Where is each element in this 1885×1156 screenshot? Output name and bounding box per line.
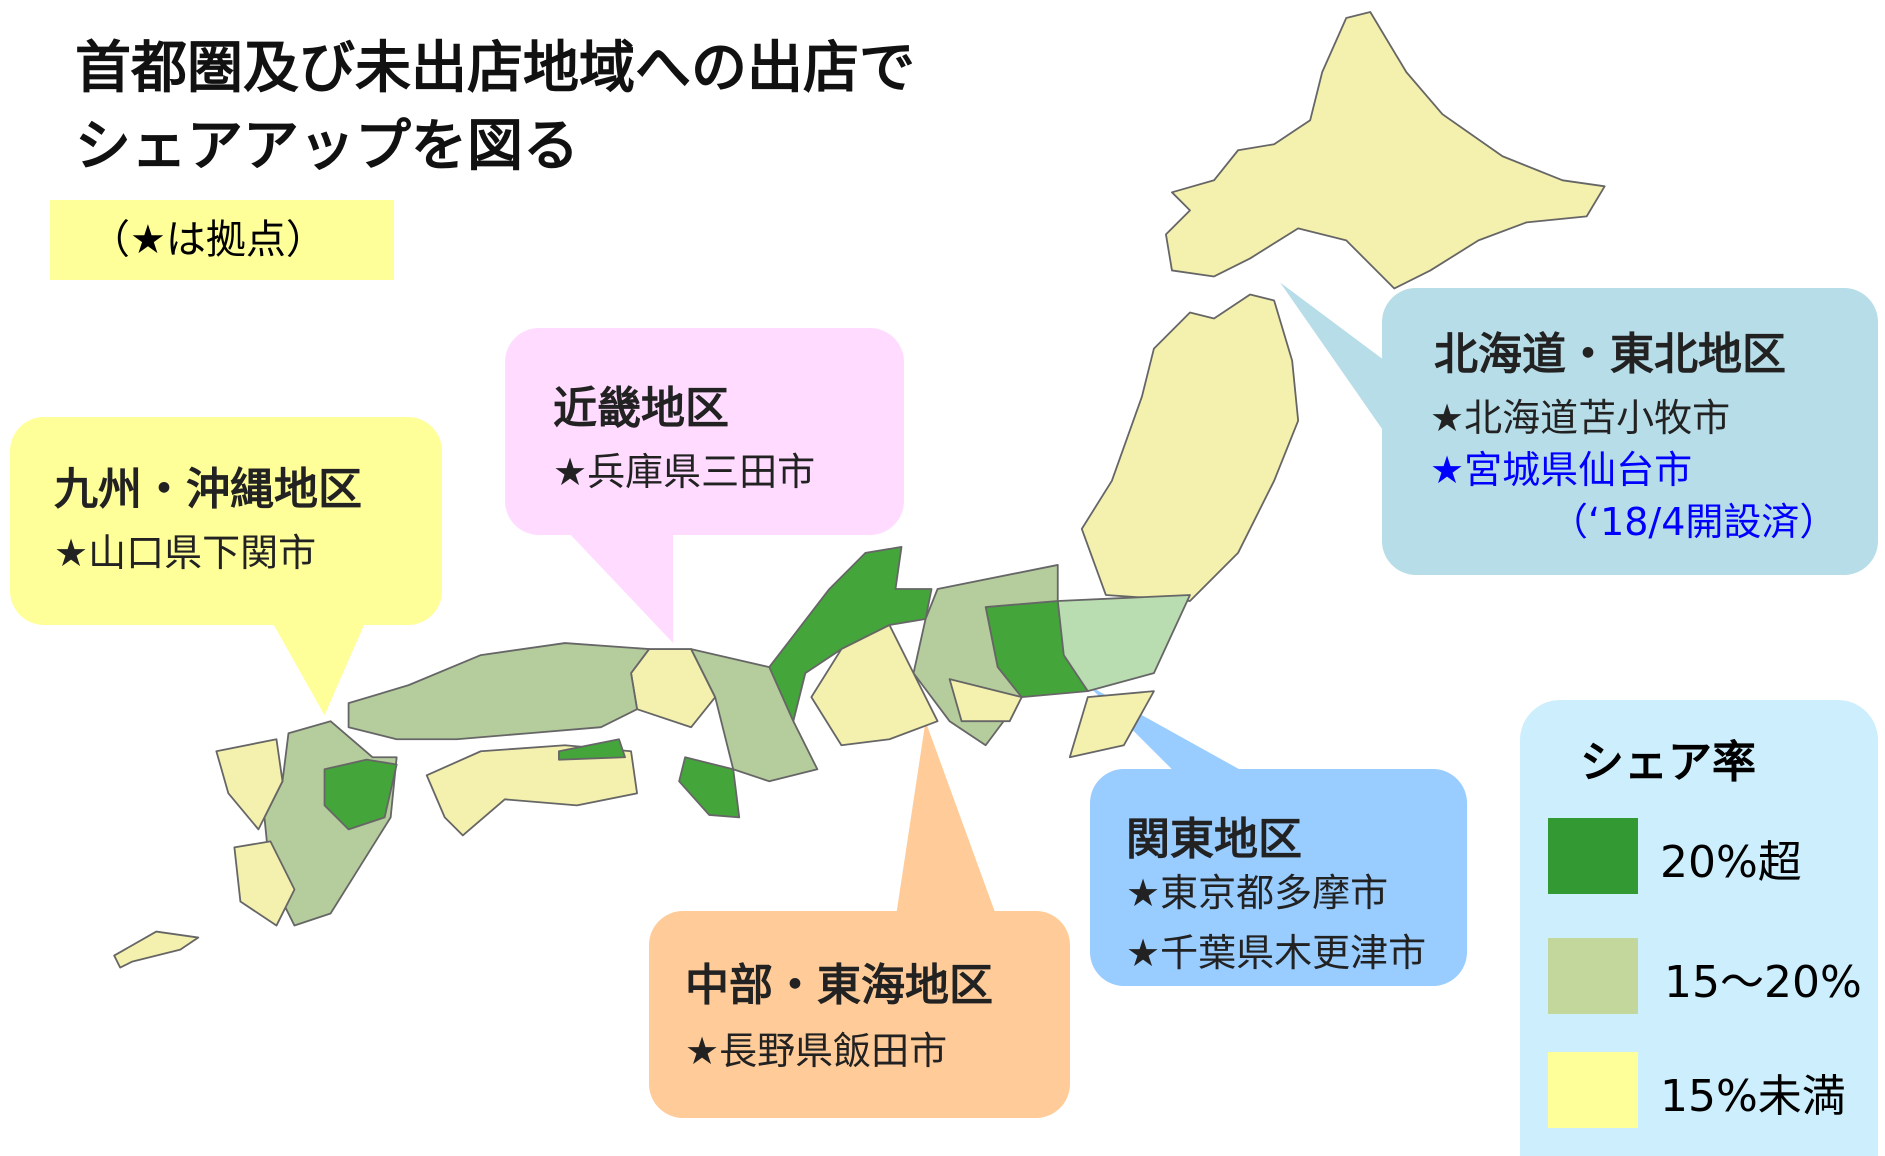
callout: 九州・沖縄地区 ★山口県下関市 (10, 417, 442, 625)
callout: 関東地区 ★東京都多摩市 ★千葉県木更津市 (1090, 769, 1467, 986)
note: （★は拠点） (50, 200, 394, 280)
base: ★北海道苫小牧市 (1430, 396, 1731, 440)
legend-swatch (1548, 938, 1638, 1014)
callout: 近畿地区 ★兵庫県三田市 (505, 328, 904, 535)
base: ★兵庫県三田市 (553, 450, 816, 494)
title-line: 首都圏及び未出店地域への出店で (75, 36, 915, 101)
base: ★千葉県木更津市 (1126, 931, 1427, 975)
base: ★山口県下関市 (54, 531, 317, 575)
legend-swatch (1548, 1052, 1638, 1128)
region-name: 北海道・東北地区 (1434, 329, 1786, 380)
region-name: 中部・東海地区 (685, 960, 993, 1011)
legend: シェア率 20%超 15～20% 15%未満 (1520, 700, 1878, 1156)
title-line: シェアアップを図る (75, 114, 579, 179)
title: 首都圏及び未出店地域への出店で シェアアップを図る (75, 30, 915, 186)
legend-label: 15～20% (1664, 957, 1862, 1008)
legend-label: 20%超 (1660, 837, 1802, 888)
callout: 北海道・東北地区 ★北海道苫小牧市 ★宮城県仙台市 （‘18/4開設済） (1382, 288, 1878, 575)
callout: 中部・東海地区 ★長野県飯田市 (649, 911, 1070, 1118)
legend-label: 15%未満 (1660, 1071, 1846, 1122)
legend-title: シェア率 (1580, 737, 1756, 788)
base: ★長野県飯田市 (685, 1029, 948, 1073)
legend-swatch (1548, 818, 1638, 894)
region-name: 関東地区 (1126, 814, 1302, 865)
region-name: 九州・沖縄地区 (54, 464, 362, 515)
base-note: （‘18/4開設済） (1550, 500, 1838, 544)
base: ★宮城県仙台市 (1430, 448, 1693, 492)
region-name: 近畿地区 (553, 383, 729, 434)
base: ★東京都多摩市 (1126, 871, 1389, 915)
